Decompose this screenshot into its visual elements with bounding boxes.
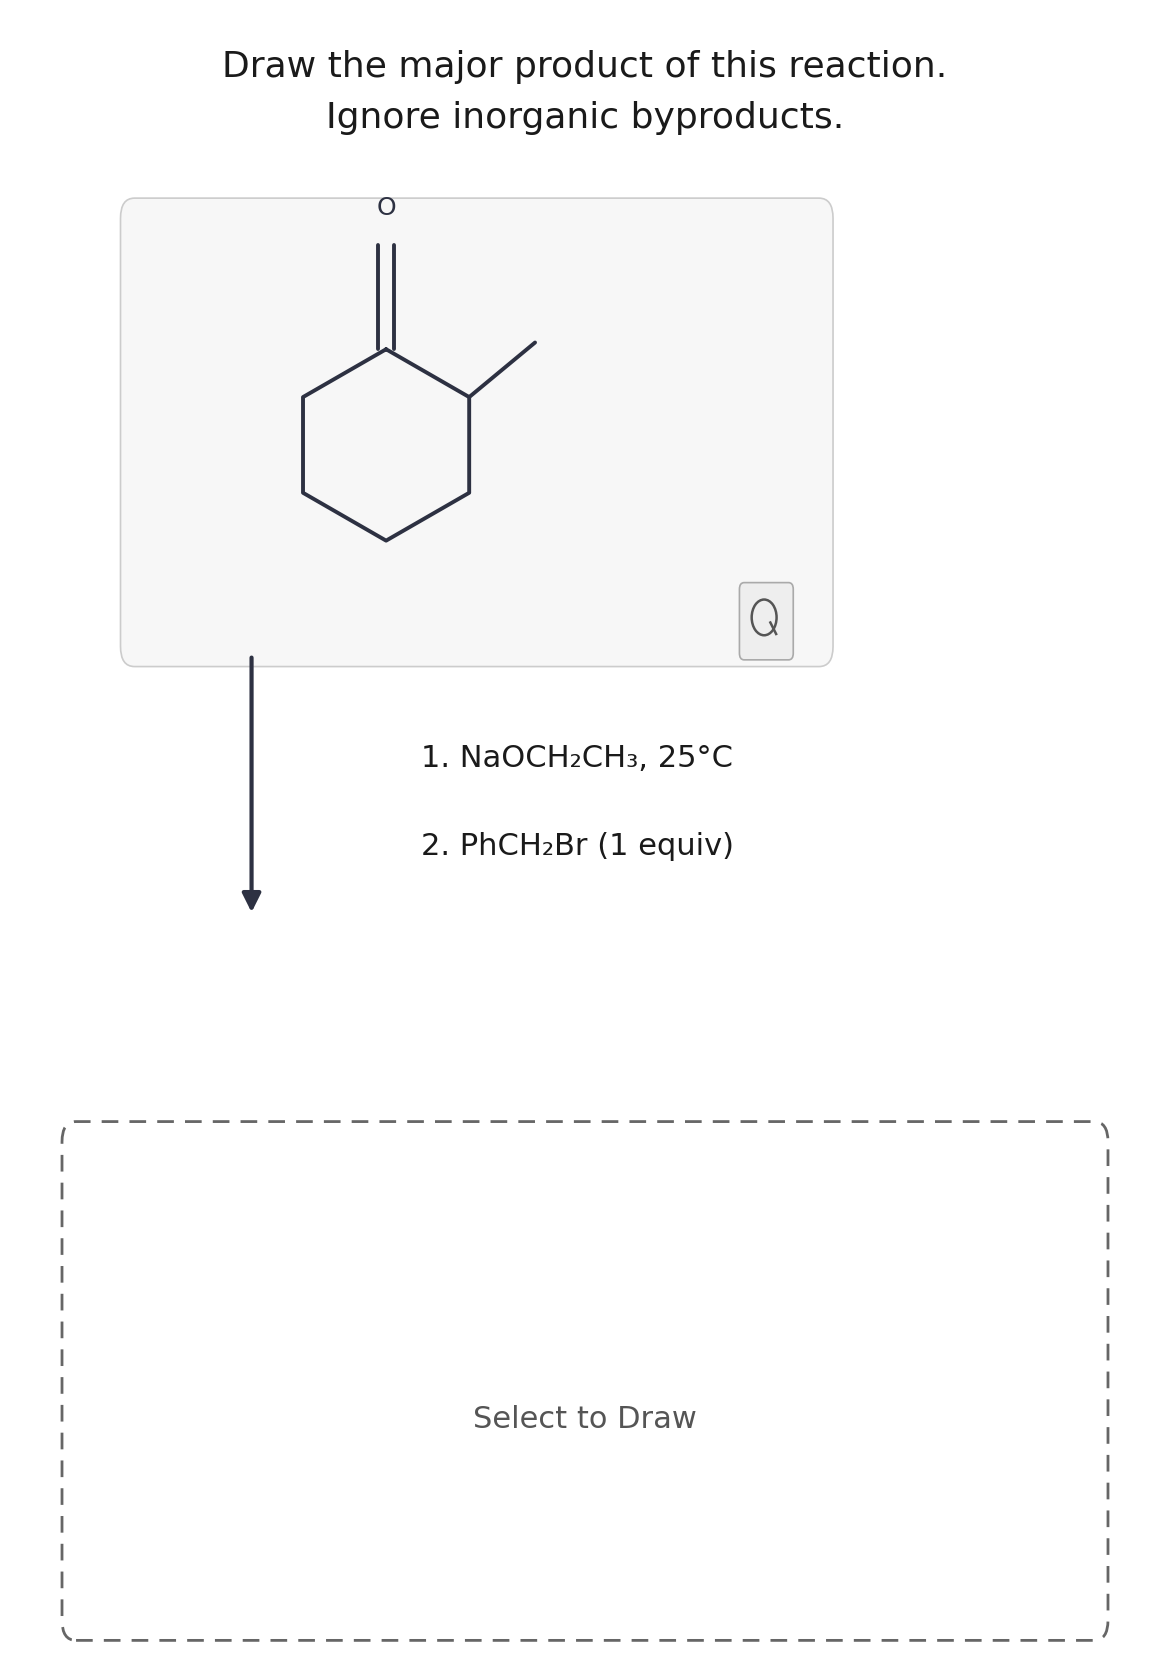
Text: Select to Draw: Select to Draw — [473, 1405, 697, 1434]
Text: 1. NaOCH₂CH₃, 25°C: 1. NaOCH₂CH₃, 25°C — [421, 744, 734, 774]
Text: 2. PhCH₂Br (1 equiv): 2. PhCH₂Br (1 equiv) — [421, 831, 735, 861]
Text: Draw the major product of this reaction.: Draw the major product of this reaction. — [222, 50, 948, 84]
Text: Ignore inorganic byproducts.: Ignore inorganic byproducts. — [326, 101, 844, 134]
Text: O: O — [377, 196, 395, 220]
FancyBboxPatch shape — [121, 198, 833, 667]
FancyBboxPatch shape — [739, 583, 793, 660]
FancyBboxPatch shape — [62, 1122, 1108, 1640]
